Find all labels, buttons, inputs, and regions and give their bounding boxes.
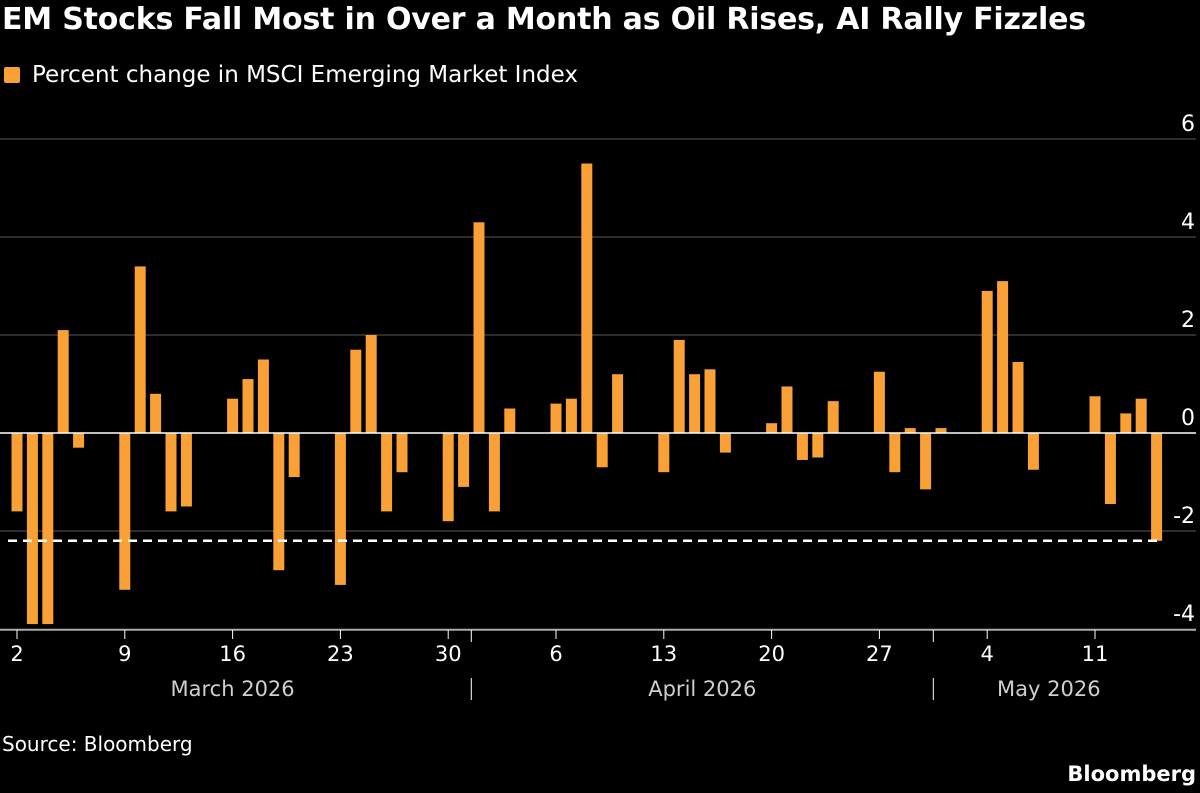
bar — [350, 349, 362, 433]
bar — [612, 374, 624, 433]
x-tick-label: 11 — [1082, 642, 1109, 666]
bar — [365, 335, 377, 433]
month-label: May 2026 — [997, 677, 1101, 701]
bar — [827, 401, 839, 433]
bar — [73, 433, 85, 448]
bar — [180, 433, 192, 507]
bar — [719, 433, 731, 453]
month-label: March 2026 — [171, 677, 295, 701]
bar — [889, 433, 901, 473]
bar — [981, 290, 993, 433]
bar — [257, 359, 269, 433]
x-tick-label: 20 — [758, 642, 785, 666]
x-tick-label: 30 — [435, 642, 462, 666]
bar — [11, 433, 23, 512]
x-tick-label: 9 — [118, 642, 131, 666]
axes: -4 -2 0 2 4 6 2 9 16 23 30 6 13 20 27 4 11 March 2026 Apri… — [0, 112, 1196, 701]
bar — [581, 163, 593, 433]
source-note: Source: Bloomberg — [2, 732, 193, 756]
bar — [288, 433, 300, 478]
y-tick-label: -4 — [1173, 602, 1195, 627]
bar — [165, 433, 177, 512]
y-tick-label: 4 — [1181, 210, 1195, 235]
bar — [766, 423, 778, 433]
y-tick-label: 2 — [1181, 308, 1195, 333]
x-tick-label: 16 — [219, 642, 246, 666]
y-tick-label: 6 — [1181, 112, 1195, 137]
bar — [334, 433, 346, 585]
bar — [673, 339, 685, 433]
bar — [1120, 413, 1132, 433]
bar — [781, 386, 793, 433]
bar — [442, 433, 454, 522]
bar — [26, 433, 38, 625]
y-tick-label: 0 — [1181, 406, 1195, 431]
x-tick-label: 23 — [327, 642, 354, 666]
bar — [935, 428, 947, 433]
chart-legend: Percent change in MSCI Emerging Market I… — [4, 62, 578, 88]
x-tick-label: 6 — [549, 642, 562, 666]
bar — [134, 266, 146, 433]
bar — [150, 393, 162, 433]
bar — [920, 433, 932, 490]
bar — [812, 433, 824, 458]
y-tick-label: -2 — [1173, 504, 1195, 529]
bar — [504, 408, 516, 433]
bar — [873, 371, 885, 433]
chart-title: EM Stocks Fall Most in Over a Month as O… — [2, 2, 1086, 37]
bars — [11, 163, 1163, 625]
bar — [119, 433, 131, 590]
bar — [1089, 396, 1101, 433]
x-tick-label: 2 — [10, 642, 23, 666]
bloomberg-logo: Bloomberg — [1067, 762, 1196, 786]
bar — [704, 369, 716, 433]
bar — [596, 433, 608, 468]
bar — [1151, 433, 1163, 541]
bar — [242, 379, 254, 433]
x-tick-label: 4 — [981, 642, 994, 666]
bar — [689, 374, 701, 433]
bar — [473, 222, 485, 433]
bar — [488, 433, 500, 512]
bar — [381, 433, 393, 512]
grid-lines — [0, 138, 1196, 630]
bar — [227, 398, 239, 433]
bar — [57, 330, 69, 433]
bar — [1027, 433, 1039, 470]
bar — [1135, 398, 1147, 433]
x-tick-label: 13 — [650, 642, 677, 666]
bar — [1012, 361, 1024, 433]
bar — [904, 428, 916, 433]
bar — [997, 281, 1009, 433]
bar — [458, 433, 470, 487]
bar — [1104, 433, 1116, 505]
bar — [273, 433, 285, 571]
month-label: April 2026 — [648, 677, 756, 701]
bar — [565, 398, 577, 433]
bar — [550, 403, 562, 433]
bar — [658, 433, 670, 473]
bar — [42, 433, 54, 625]
bar — [796, 433, 808, 460]
bar — [396, 433, 408, 473]
legend-label: Percent change in MSCI Emerging Market I… — [32, 62, 578, 88]
x-tick-label: 27 — [866, 642, 893, 666]
legend-swatch-icon — [4, 67, 20, 83]
